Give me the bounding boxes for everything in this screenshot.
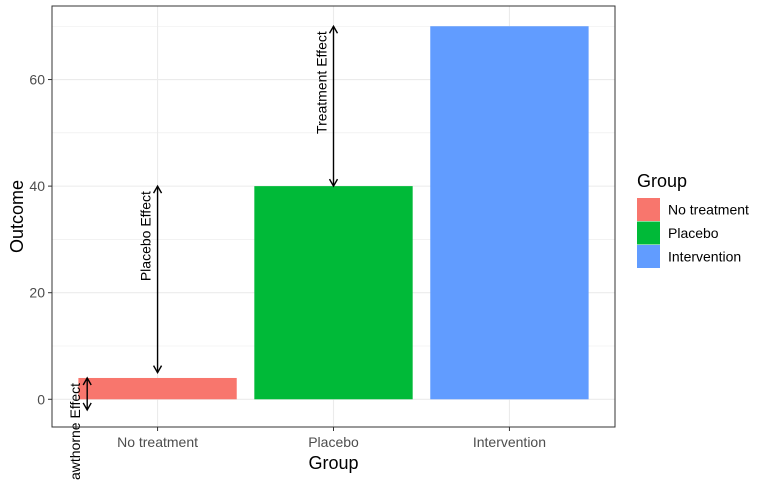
- x-axis: No treatment Placebo Intervention: [117, 427, 546, 450]
- bar-placebo: [254, 186, 413, 400]
- annotation-label: Placebo Effect: [138, 191, 154, 281]
- annotation-label: Hawthorne Effect: [67, 383, 83, 480]
- legend-label: Intervention: [668, 249, 741, 265]
- y-tick-label: 0: [37, 391, 45, 407]
- annotation-arrowhead: [82, 376, 92, 386]
- y-tick-label: 60: [29, 72, 45, 88]
- y-axis-title: Outcome: [7, 180, 27, 253]
- annotation-hawthorne-effect: Hawthorne Effect: [67, 376, 92, 485]
- annotation-arrowhead: [152, 365, 163, 375]
- x-tick-label: No treatment: [117, 434, 198, 450]
- annotation-arrowhead: [152, 184, 163, 194]
- legend-label: Placebo: [668, 225, 719, 241]
- legend: Group No treatment Placebo Intervention: [637, 171, 749, 268]
- bar-no-treatment: [78, 377, 237, 400]
- legend-title: Group: [637, 171, 687, 191]
- y-tick-label: 40: [29, 178, 45, 194]
- annotation-arrowhead: [328, 24, 339, 34]
- legend-key: [637, 221, 660, 245]
- annotation-arrowhead: [82, 402, 92, 412]
- x-tick-label: Placebo: [308, 434, 359, 450]
- bar-intervention: [430, 26, 589, 400]
- annotation-treatment-effect: Treatment Effect: [314, 24, 339, 188]
- annotation-placebo-effect: Placebo Effect: [138, 184, 163, 375]
- y-axis: 0 20 40 60: [29, 72, 52, 407]
- legend-label: No treatment: [668, 202, 749, 218]
- x-tick-label: Intervention: [473, 434, 546, 450]
- annotation-arrowhead: [328, 178, 339, 188]
- legend-key: [637, 245, 660, 268]
- y-tick-label: 20: [29, 285, 45, 301]
- legend-key: [637, 198, 660, 221]
- bars: [78, 26, 589, 400]
- annotations: Hawthorne Effect Placebo Effect Treatment …: [67, 24, 339, 485]
- x-axis-title: Group: [308, 453, 358, 473]
- annotation-label: Treatment Effect: [314, 31, 330, 134]
